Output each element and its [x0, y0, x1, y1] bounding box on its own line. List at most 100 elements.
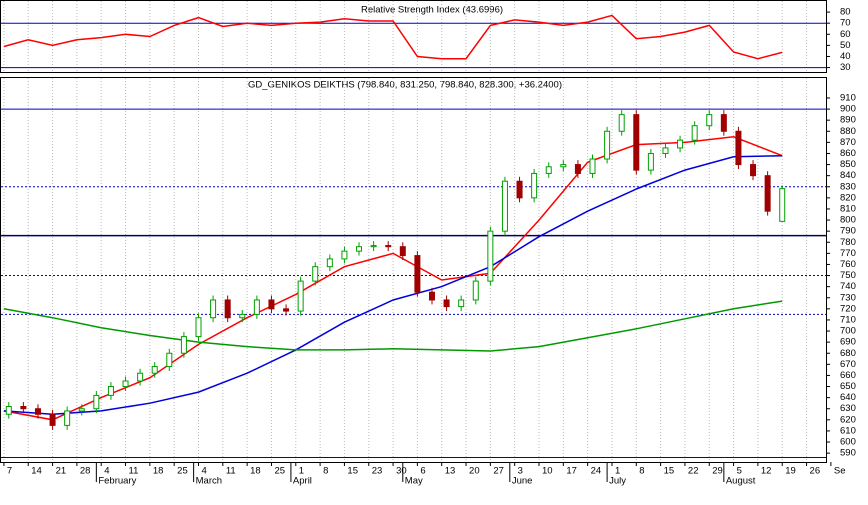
x-tick-label: 1	[299, 466, 304, 477]
candle-body	[458, 299, 465, 308]
y-tick-label: 860	[840, 148, 856, 159]
y-tick-label: 830	[840, 181, 856, 192]
y-tick-label: 70	[840, 18, 851, 29]
y-tick-label: 620	[840, 414, 856, 425]
y-tick-label: 790	[840, 226, 856, 237]
y-tick-label: 60	[840, 29, 851, 40]
candle-body	[268, 299, 275, 310]
y-tick-label: 630	[840, 403, 856, 414]
candle-body	[487, 230, 494, 282]
candle-body	[151, 366, 158, 374]
rsi-title: Relative Strength Index (43.6996)	[361, 5, 503, 16]
price-title: GD_GENIKOS DEIKTHS (798.840, 831.250, 79…	[248, 80, 562, 91]
candle-body	[414, 255, 421, 293]
x-tick-label: 4	[104, 466, 109, 477]
x-tick-label: 25	[274, 466, 285, 477]
y-tick-label: 810	[840, 203, 856, 214]
x-tick-label: 6	[420, 466, 425, 477]
rsi-line	[3, 14, 783, 60]
y-tick-label: 610	[840, 425, 856, 436]
y-tick-label: 710	[840, 314, 856, 325]
candle-body	[107, 386, 114, 396]
candle-body	[166, 352, 173, 368]
x-tick-label: 11	[129, 466, 139, 477]
candle-body	[370, 245, 377, 248]
y-tick-label: 590	[840, 448, 856, 459]
candle-body	[312, 266, 319, 282]
y-tick-label: 840	[840, 170, 856, 181]
candle-body	[122, 380, 129, 388]
x-tick-label: 20	[469, 466, 480, 477]
month-label: May	[405, 476, 423, 487]
candle-body	[93, 394, 100, 410]
x-tick-label: 19	[785, 466, 796, 477]
candle-body	[560, 164, 567, 168]
x-tick-label: 21	[56, 466, 67, 477]
candle-body	[706, 114, 713, 127]
candle-body	[720, 114, 727, 132]
moving-average-line	[3, 136, 783, 421]
moving-average-line	[3, 154, 783, 416]
candle-body	[589, 158, 596, 174]
candle-body	[78, 408, 85, 412]
x-tick-label: 26	[810, 466, 821, 477]
x-tick-label: 10	[542, 466, 553, 477]
candle-body	[618, 114, 625, 132]
x-tick-label: 27	[493, 466, 504, 477]
candle-body	[341, 250, 348, 260]
candle-body	[662, 147, 669, 154]
candle-body	[545, 166, 552, 174]
candle-body	[195, 317, 202, 338]
y-tick-label: 900	[840, 104, 856, 115]
y-tick-label: 820	[840, 192, 856, 203]
candle-body	[49, 413, 56, 426]
candle-body	[5, 406, 12, 415]
x-tick-label: 15	[347, 466, 358, 477]
candle-body	[356, 246, 363, 252]
y-tick-label: 700	[840, 326, 856, 337]
candle-body	[326, 258, 333, 268]
candle-body	[283, 308, 290, 312]
candle-body	[604, 130, 611, 160]
x-tick-label: 29	[712, 466, 723, 477]
y-tick-label: 760	[840, 259, 856, 270]
x-tick-label: 13	[445, 466, 456, 477]
y-tick-label: 740	[840, 281, 856, 292]
y-tick-label: 850	[840, 159, 856, 170]
candle-body	[764, 175, 771, 212]
x-tick-label: 30	[396, 466, 407, 477]
x-tick-label: 3	[518, 466, 523, 477]
y-tick-label: 750	[840, 270, 856, 281]
y-tick-label: 780	[840, 237, 856, 248]
month-label: February	[98, 476, 136, 487]
candle-body	[399, 246, 406, 257]
candle-body	[574, 164, 581, 174]
x-tick-label: 1	[615, 466, 620, 477]
y-tick-label: 80	[840, 7, 851, 18]
x-tick-label: 11	[226, 466, 236, 477]
x-tick-label: 17	[566, 466, 577, 477]
candle-body	[443, 299, 450, 308]
candle-body	[735, 130, 742, 166]
month-label: June	[512, 476, 533, 487]
y-tick-label: 690	[840, 337, 856, 348]
y-tick-label: 670	[840, 359, 856, 370]
y-tick-label: 720	[840, 303, 856, 314]
candle-body	[677, 139, 684, 149]
month-label: August	[726, 476, 756, 487]
candle-body	[691, 125, 698, 141]
y-tick-label: 40	[840, 51, 851, 62]
y-tick-label: 680	[840, 348, 856, 359]
y-tick-label: 770	[840, 248, 856, 259]
candle-body	[64, 410, 71, 426]
candle-body	[501, 180, 508, 232]
month-label: March	[196, 476, 222, 487]
x-tick-label: 25	[177, 466, 188, 477]
x-tick-label: 5	[737, 466, 742, 477]
x-tick-label: 18	[153, 466, 164, 477]
candle-body	[472, 280, 479, 301]
candle-body	[531, 172, 538, 199]
candle-body	[20, 406, 27, 410]
month-label: July	[609, 476, 626, 487]
